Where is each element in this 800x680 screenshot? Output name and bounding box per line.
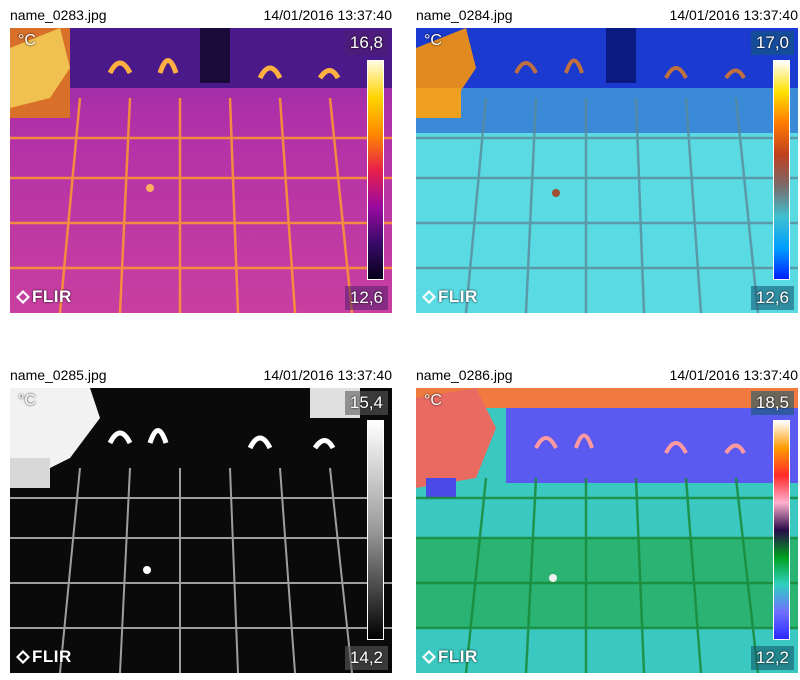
flir-logo-text: FLIR xyxy=(438,287,478,306)
flir-mark-icon xyxy=(16,290,30,304)
timestamp-label: 14/01/2016 13:37:40 xyxy=(669,367,798,383)
flir-logo-text: FLIR xyxy=(32,647,72,666)
thermal-panel-4: name_0286.jpg 14/01/2016 13:37:40 xyxy=(416,364,798,678)
flir-logo: FLIR xyxy=(422,647,478,667)
thermal-image: °C 17,0 12,6 FLIR xyxy=(416,28,798,313)
thermal-panel-1: name_0283.jpg 14/01/2016 13:37:40 xyxy=(10,4,392,318)
unit-label: °C xyxy=(424,32,442,49)
thermal-image: °C 16,8 12,6 FLIR xyxy=(10,28,392,313)
thermal-image: °C 15,4 14,2 FLIR xyxy=(10,388,392,673)
flir-mark-icon xyxy=(422,650,436,664)
min-temp-label: 12,6 xyxy=(344,286,388,310)
thermal-panel-2: name_0284.jpg 14/01/2016 13:37:40 xyxy=(416,4,798,318)
thermal-image: °C 18,5 12,2 FLIR xyxy=(416,388,798,673)
flir-logo: FLIR xyxy=(16,647,72,667)
panel-caption: name_0284.jpg 14/01/2016 13:37:40 xyxy=(416,4,798,26)
color-scale-bar xyxy=(367,60,384,280)
timestamp-label: 14/01/2016 13:37:40 xyxy=(669,7,798,23)
min-temp-label: 12,2 xyxy=(750,646,794,670)
max-temp-label: 18,5 xyxy=(750,391,794,415)
max-temp-label: 15,4 xyxy=(344,391,388,415)
flir-logo: FLIR xyxy=(422,287,478,307)
filename-label: name_0284.jpg xyxy=(416,7,513,23)
filename-label: name_0283.jpg xyxy=(10,7,107,23)
flir-logo: FLIR xyxy=(16,287,72,307)
color-scale-bar xyxy=(367,420,384,640)
unit-label: °C xyxy=(18,32,36,49)
timestamp-label: 14/01/2016 13:37:40 xyxy=(263,367,392,383)
flir-logo-text: FLIR xyxy=(438,647,478,666)
color-scale-bar xyxy=(773,420,790,640)
thermal-scene-iron xyxy=(10,28,392,313)
unit-label: °C xyxy=(424,392,442,409)
thermal-scene-arctic xyxy=(416,28,798,313)
flir-mark-icon xyxy=(422,290,436,304)
panel-caption: name_0286.jpg 14/01/2016 13:37:40 xyxy=(416,364,798,386)
panel-caption: name_0285.jpg 14/01/2016 13:37:40 xyxy=(10,364,392,386)
max-temp-label: 17,0 xyxy=(750,31,794,55)
max-temp-label: 16,8 xyxy=(344,31,388,55)
color-scale-bar xyxy=(773,60,790,280)
thermal-panel-3: name_0285.jpg 14/01/2016 13:37:40 xyxy=(10,364,392,678)
flir-mark-icon xyxy=(16,650,30,664)
panel-caption: name_0283.jpg 14/01/2016 13:37:40 xyxy=(10,4,392,26)
thermal-scene-rainbow xyxy=(416,388,798,673)
min-temp-label: 12,6 xyxy=(750,286,794,310)
filename-label: name_0285.jpg xyxy=(10,367,107,383)
unit-label: °C xyxy=(18,392,36,409)
thermal-scene-white-hot xyxy=(10,388,392,673)
min-temp-label: 14,2 xyxy=(344,646,388,670)
timestamp-label: 14/01/2016 13:37:40 xyxy=(263,7,392,23)
filename-label: name_0286.jpg xyxy=(416,367,513,383)
flir-logo-text: FLIR xyxy=(32,287,72,306)
